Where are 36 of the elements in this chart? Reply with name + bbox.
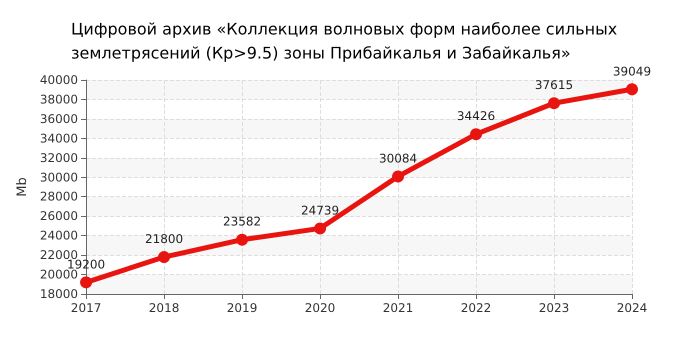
data-label: 34426 [456, 109, 496, 124]
y-tick-label: 20000 [40, 268, 78, 282]
data-label: 21800 [144, 232, 184, 246]
point [158, 251, 170, 264]
point [470, 128, 482, 140]
point [392, 170, 404, 182]
x-tick-label: 2021 [382, 301, 414, 315]
data-label: 30084 [378, 151, 418, 166]
y-tick-label: 40000 [40, 73, 78, 87]
point [80, 276, 92, 288]
y-tick-label: 34000 [40, 131, 78, 146]
data-label: 23582 [222, 214, 262, 229]
x-tick-label: 2019 [226, 301, 258, 315]
point [626, 83, 638, 96]
y-tick-label: 24000 [40, 228, 78, 243]
x-tick-label: 2018 [148, 301, 180, 315]
data-label: 39049 [612, 64, 652, 78]
y-tick-label: 38000 [40, 92, 78, 106]
y-tick-label: 18000 [40, 287, 78, 301]
x-tick-label: 2020 [304, 301, 336, 315]
y-tick-label: 28000 [40, 190, 78, 204]
data-label: 24739 [300, 203, 340, 218]
data-label: 37615 [534, 78, 574, 92]
x-tick-label: 2023 [538, 301, 570, 315]
y-tick-label: 26000 [40, 209, 78, 224]
x-tick-label: 2017 [70, 301, 102, 315]
point [314, 222, 326, 234]
chart-title: Цифровой архив «Коллекция волновых форм наиболее сильных землетрясений (Кр>9.5) зоны Прибайкалья и Забайкалья» [71, 20, 618, 62]
y-axis-title: Mb [15, 177, 30, 197]
point [236, 234, 248, 246]
y-tick-label: 36000 [40, 112, 78, 126]
x-tick-label: 2024 [616, 301, 648, 315]
point [548, 97, 560, 110]
x-tick-label: 2022 [460, 301, 492, 315]
y-tick-label: 30000 [40, 170, 78, 184]
y-tick-label: 32000 [40, 150, 78, 165]
